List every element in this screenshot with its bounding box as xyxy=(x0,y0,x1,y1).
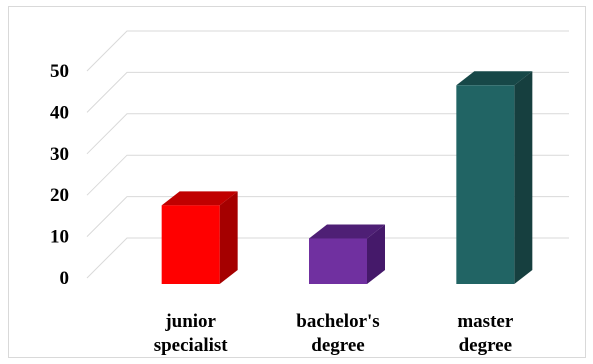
gridline xyxy=(86,154,569,196)
bar-side xyxy=(219,191,238,284)
x-category-label: master degree xyxy=(457,311,513,356)
y-axis-tick-labels: 0 10 20 30 40 50 xyxy=(50,61,69,289)
bars xyxy=(161,71,533,284)
bar-front xyxy=(456,85,515,284)
y-tick-label: 10 xyxy=(50,227,69,248)
bar-side xyxy=(367,224,385,284)
bar xyxy=(456,71,533,284)
bar-front xyxy=(309,238,367,284)
gridline xyxy=(86,237,569,279)
y-tick-label: 30 xyxy=(50,144,69,165)
gridline xyxy=(86,71,569,113)
chart-frame: 0 10 20 30 40 50 junior specialist bachelor's de… xyxy=(8,6,586,358)
gridline xyxy=(86,196,569,237)
bar-front xyxy=(161,205,220,284)
bar-chart-3d: 0 10 20 30 40 50 junior specialist bachelor's de… xyxy=(50,30,569,356)
x-category-label: junior specialist xyxy=(154,311,229,356)
y-tick-label: 20 xyxy=(50,185,69,206)
y-tick-label: 50 xyxy=(50,61,69,82)
gridline xyxy=(86,113,569,155)
bar-side xyxy=(514,71,533,284)
x-category-label: bachelor's degree xyxy=(296,311,379,356)
gridline xyxy=(86,30,569,72)
gridlines xyxy=(86,30,569,279)
bar-top xyxy=(161,191,238,206)
x-axis-category-labels: junior specialist bachelor's degree master de… xyxy=(154,311,514,356)
bar-top xyxy=(456,71,533,86)
bar xyxy=(161,191,238,284)
bar-top xyxy=(309,224,385,239)
y-tick-label: 40 xyxy=(50,102,69,123)
y-tick-label: 0 xyxy=(60,268,70,289)
bar xyxy=(309,224,385,284)
